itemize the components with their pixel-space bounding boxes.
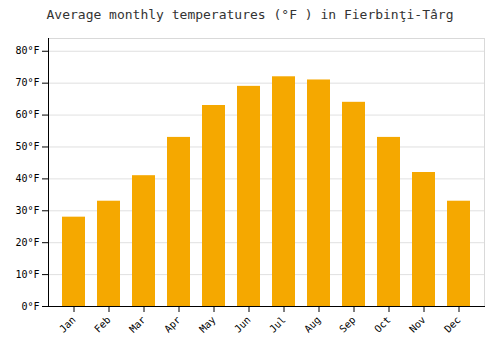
html-text:Average monthly temperatures (: Average monthly temperatures (°F ) in Fi… — [46, 7, 454, 22]
svg-text:Jun: Jun — [232, 314, 253, 335]
svg-text:60°F: 60°F — [15, 109, 39, 120]
svg-text:Nov: Nov — [407, 314, 428, 335]
svg-text:0°F: 0°F — [21, 301, 39, 312]
svg-text:Feb: Feb — [92, 314, 113, 335]
svg-text:80°F: 80°F — [15, 45, 39, 56]
svg-text:Apr: Apr — [162, 314, 183, 335]
svg-text:Oct: Oct — [372, 314, 393, 335]
svg-text:Aug: Aug — [302, 314, 323, 335]
svg-text:Jul: Jul — [267, 314, 288, 335]
svg-text:Mar: Mar — [127, 314, 148, 335]
svg-text:Sep: Sep — [337, 314, 358, 335]
svg-text:May: May — [197, 314, 218, 335]
svg-text:50°F: 50°F — [15, 141, 39, 152]
svg-text:70°F: 70°F — [15, 77, 39, 88]
svg-text:10°F: 10°F — [15, 269, 39, 280]
svg-text:30°F: 30°F — [15, 205, 39, 216]
svg-text:20°F: 20°F — [15, 237, 39, 248]
svg-text:40°F: 40°F — [15, 173, 39, 184]
svg-text:Jan: Jan — [57, 314, 78, 335]
svg-text:Dec: Dec — [442, 314, 463, 335]
